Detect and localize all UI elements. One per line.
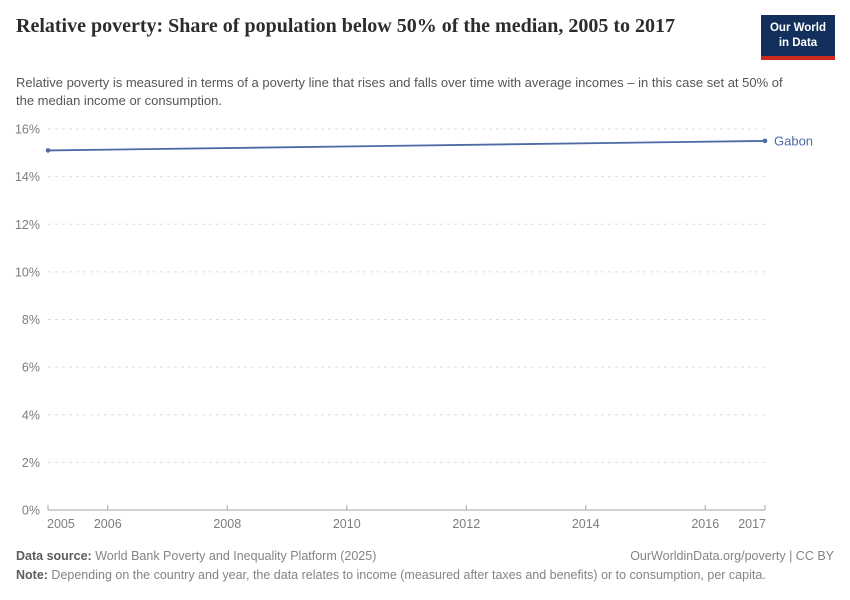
x-tick-label: 2017 bbox=[738, 517, 766, 531]
license-link[interactable]: OurWorldinData.org/poverty | CC BY bbox=[630, 547, 834, 566]
x-tick-label: 2008 bbox=[213, 517, 241, 531]
note-text: Depending on the country and year, the d… bbox=[47, 568, 766, 583]
data-point bbox=[45, 148, 51, 153]
y-tick-label: 4% bbox=[22, 408, 40, 422]
owid-poverty-link[interactable]: OurWorldinData.org/poverty | CC BY bbox=[630, 549, 834, 563]
x-tick-label: 2005 bbox=[47, 517, 75, 531]
y-tick-label: 6% bbox=[22, 361, 40, 375]
y-tick-label: 2% bbox=[22, 456, 40, 470]
owid-logo: Our World in Data bbox=[761, 15, 835, 60]
chart-subtitle: Relative poverty is measured in terms of… bbox=[16, 75, 783, 109]
entity-label[interactable]: Gabon bbox=[774, 133, 813, 148]
owid-logo-line2: in Data bbox=[778, 36, 818, 49]
data-source-text: World Bank Poverty and Inequality Platfo… bbox=[91, 549, 377, 563]
x-tick-label: 2010 bbox=[333, 517, 361, 531]
page-title: Relative poverty: Share of population be… bbox=[16, 15, 676, 37]
data-line bbox=[47, 140, 766, 152]
y-tick-label: 14% bbox=[15, 170, 40, 184]
x-tick-label: 2014 bbox=[572, 517, 600, 531]
y-tick-label: 0% bbox=[22, 504, 40, 518]
note-label: Note: bbox=[16, 568, 48, 583]
line-chart: 0% 2% 4% 6% 8% 10% 12% 14% 16% 2005 2006 2008 2010 20… bbox=[15, 123, 813, 532]
x-tick-label: 2016 bbox=[691, 517, 719, 531]
data-source-label: Data source: bbox=[16, 549, 92, 563]
chart-footer: Data source: World Bank Poverty and Ineq… bbox=[16, 547, 834, 586]
data-source: Data source: World Bank Poverty and Ineq… bbox=[16, 547, 376, 566]
y-tick-label: 12% bbox=[15, 218, 40, 232]
data-point bbox=[762, 138, 768, 144]
y-tick-label: 16% bbox=[15, 123, 40, 137]
chart-note: Note: Depending on the country and year,… bbox=[16, 566, 834, 585]
x-tick-label: 2012 bbox=[452, 517, 480, 531]
x-tick-label: 2006 bbox=[94, 517, 122, 531]
owid-logo-line1: Our World bbox=[769, 22, 826, 34]
y-tick-label: 8% bbox=[22, 313, 40, 327]
y-tick-label: 10% bbox=[15, 265, 40, 279]
